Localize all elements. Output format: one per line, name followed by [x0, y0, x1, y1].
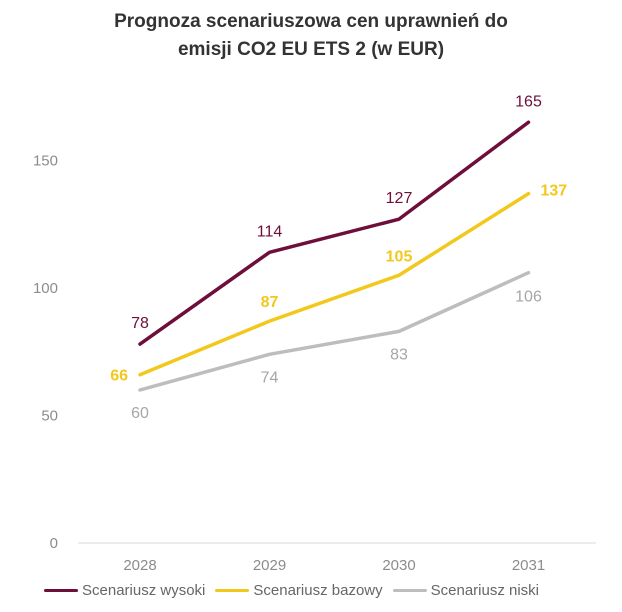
chart-title-line-1: Prognoza scenariuszowa cen uprawnień do: [114, 11, 508, 32]
chart-title-line-2: emisji CO2 EU ETS 2 (w EUR): [177, 39, 445, 60]
series-line-niski: [138, 270, 531, 392]
chart-title: Prognoza scenariuszowa cen uprawnień do …: [0, 8, 622, 64]
legend: Scenariusz wysoki Scenariusz bazowy Scen…: [44, 582, 549, 599]
legend-swatch-wysoki: [44, 589, 78, 592]
x-tick-label: 2028: [123, 557, 156, 574]
data-label-wysoki: 165: [515, 93, 542, 110]
x-tick-label: 2030: [382, 557, 415, 574]
y-tick-label: 150: [33, 153, 58, 170]
legend-label-bazowy: Scenariusz bazowy: [253, 582, 383, 599]
legend-label-niski: Scenariusz niski: [430, 582, 540, 599]
legend-item-niski: Scenariusz niski: [392, 582, 540, 599]
x-tick-label: 2029: [253, 557, 286, 574]
data-label-bazowy: 66: [110, 368, 128, 385]
data-label-bazowy: 105: [386, 248, 413, 265]
legend-swatch-niski: [392, 589, 427, 592]
legend-item-wysoki: Scenariusz wysoki: [44, 582, 205, 599]
data-label-wysoki: 127: [386, 190, 413, 207]
data-label-niski: 74: [261, 369, 279, 386]
legend-swatch-bazowy: [215, 589, 250, 592]
y-tick-label: 100: [33, 280, 58, 297]
data-label-bazowy: 87: [261, 294, 279, 311]
y-tick-label: 0: [50, 535, 58, 552]
y-tick-label: 50: [41, 408, 58, 425]
legend-label-wysoki: Scenariusz wysoki: [82, 582, 206, 599]
data-label-niski: 60: [131, 405, 149, 422]
data-label-wysoki: 78: [131, 315, 149, 332]
line-chart: 0 50 100 150 2028 2029 2030 2031 78 114 127 165 66 87…: [33, 93, 596, 574]
x-tick-label: 2031: [512, 557, 545, 574]
data-label-bazowy: 137: [541, 183, 568, 200]
series-line-bazowy: [138, 191, 531, 377]
series-line-wysoki: [138, 120, 531, 346]
legend-item-bazowy: Scenariusz bazowy: [215, 582, 383, 599]
data-label-niski: 83: [390, 346, 408, 363]
data-label-niski: 106: [515, 289, 542, 306]
data-label-wysoki: 114: [257, 223, 283, 240]
